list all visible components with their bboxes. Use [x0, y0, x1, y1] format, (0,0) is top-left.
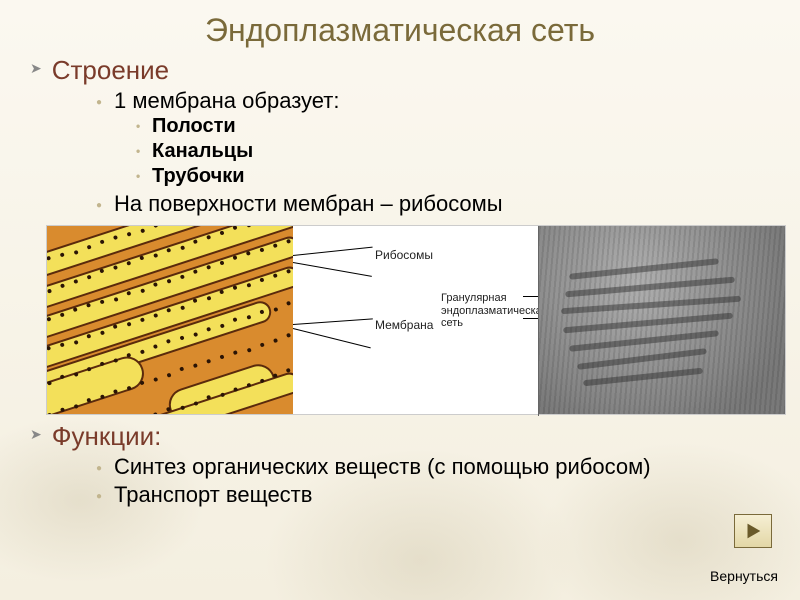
leader-ribosomes-b	[293, 262, 372, 277]
ribosome-dot	[47, 412, 52, 414]
structure-sub-1: Канальцы	[136, 139, 770, 164]
next-slide-button[interactable]	[734, 514, 772, 548]
ribosome-dot	[286, 301, 291, 306]
ribosome-dot	[273, 339, 278, 344]
leader-granular-b	[523, 318, 539, 319]
functions-item-0: Синтез органических веществ (с помощью р…	[96, 454, 770, 480]
back-link[interactable]: Вернуться	[710, 569, 778, 584]
structure-sub-0: Полости	[136, 114, 770, 139]
chevron-right-icon: ➤	[30, 60, 42, 77]
functions-item-1: Транспорт веществ	[96, 482, 770, 508]
slide: Эндоплазматическая сеть ➤ Строение 1 мем…	[0, 0, 800, 600]
structure-heading-text: Строение	[52, 55, 169, 86]
leader-membrane-a	[293, 318, 373, 325]
ribosome-dot	[206, 359, 211, 364]
section-functions-heading: ➤ Функции:	[30, 421, 770, 452]
page-title: Эндоплазматическая сеть	[30, 12, 770, 49]
ribosome-dot	[193, 364, 198, 369]
label-granular: Гранулярная эндоплазматическая сеть	[441, 292, 548, 330]
ribosome-dot	[219, 354, 224, 359]
leader-granular-a	[523, 296, 539, 297]
er-labels-panel: Рибосомы Мембрана Гранулярная эндоплазма…	[293, 226, 539, 414]
er-illustration-panel	[47, 226, 293, 414]
triangle-right-icon	[742, 520, 764, 542]
structure-sublist: Полости Канальцы Трубочки	[136, 114, 770, 189]
er-figure: Рибосомы Мембрана Гранулярная эндоплазма…	[46, 225, 786, 415]
ribosome-dot	[179, 367, 184, 372]
leader-membrane-b	[293, 328, 371, 348]
ribosome-dot	[247, 347, 252, 352]
structure-line2: На поверхности мембран – рибосомы	[96, 191, 770, 217]
label-membrane: Мембрана	[375, 318, 433, 332]
label-granular-l1: Гранулярная	[441, 292, 548, 305]
structure-sub-2: Трубочки	[136, 164, 770, 189]
er-micrograph-panel	[539, 226, 785, 414]
structure-list: 1 мембрана образует: Полости Канальцы Тр…	[96, 88, 770, 217]
label-granular-l2: эндоплазматическая	[441, 305, 548, 318]
ribosome-dot	[260, 343, 265, 348]
ribosome-dot	[286, 333, 291, 338]
ribosome-dot	[167, 373, 172, 378]
ribosome-dot	[153, 412, 158, 414]
functions-list: Синтез органических веществ (с помощью р…	[96, 454, 770, 508]
functions-heading-text: Функции:	[52, 421, 162, 452]
section-structure-heading: ➤ Строение	[30, 55, 770, 86]
ribosome-dot	[140, 381, 145, 386]
chevron-right-icon: ➤	[30, 426, 42, 443]
ribosome-dot	[153, 377, 158, 382]
ribosome-dot	[273, 307, 278, 312]
leader-ribosomes-a	[293, 247, 373, 256]
ribosome-dot	[233, 350, 238, 355]
label-ribosomes: Рибосомы	[375, 248, 433, 262]
ribosome-dot	[74, 404, 79, 409]
label-granular-l3: сеть	[441, 317, 548, 330]
structure-line1: 1 мембрана образует:	[96, 88, 770, 114]
